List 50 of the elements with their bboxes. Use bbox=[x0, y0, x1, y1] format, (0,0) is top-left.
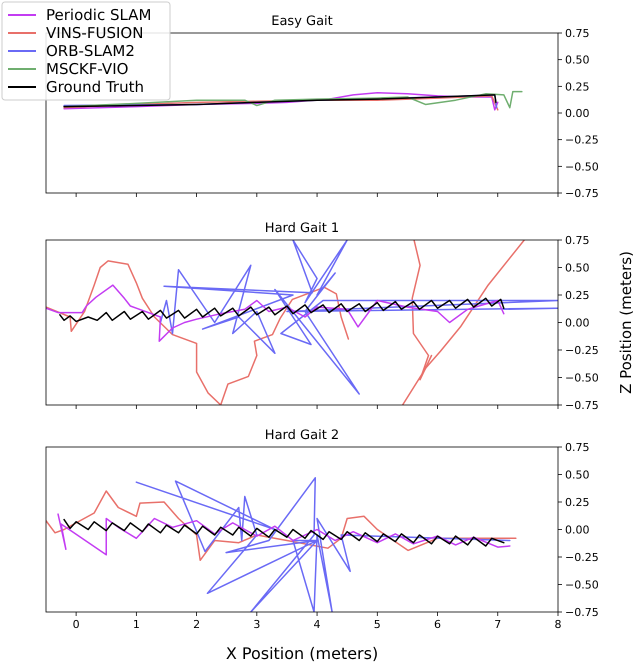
y-tick-label: −0.75 bbox=[565, 606, 599, 619]
line-series bbox=[59, 298, 505, 322]
chart-title: Hard Gait 1 bbox=[264, 221, 340, 236]
line-series bbox=[57, 513, 511, 556]
y-tick-label: 0.50 bbox=[565, 54, 590, 67]
x-tick-label: 0 bbox=[72, 618, 80, 631]
y-tick-label: −0.25 bbox=[565, 134, 599, 147]
x-tick-label: 2 bbox=[193, 618, 200, 631]
x-tick-label: 4 bbox=[314, 618, 321, 631]
line-series bbox=[46, 260, 350, 405]
y-tick-label: 0.25 bbox=[565, 80, 590, 94]
y-tick-label: 0.50 bbox=[565, 468, 590, 482]
line-series bbox=[63, 518, 505, 547]
legend-label: ORB-SLAM2 bbox=[46, 42, 135, 60]
y-tick-label: −0.50 bbox=[565, 578, 599, 592]
x-tick-label: 5 bbox=[374, 618, 381, 631]
y-tick-label: 0.25 bbox=[565, 289, 590, 302]
legend-label: Periodic SLAM bbox=[46, 6, 152, 24]
y-tick-label: 0.75 bbox=[565, 441, 590, 454]
x-tick-label: 8 bbox=[554, 618, 562, 631]
y-tick-label: −0.75 bbox=[565, 399, 599, 412]
y-tick-label: −0.50 bbox=[565, 160, 599, 174]
legend-label: VINS-FUSION bbox=[46, 24, 144, 42]
line-series bbox=[63, 90, 523, 108]
y-tick-label: 0.75 bbox=[565, 27, 590, 40]
chart-title: Hard Gait 2 bbox=[264, 428, 340, 443]
line-series bbox=[46, 490, 517, 562]
y-tick-label: 0.00 bbox=[565, 524, 590, 536]
line-series bbox=[136, 477, 511, 612]
y-tick-label: −0.25 bbox=[565, 551, 599, 564]
y-tick-label: 0.00 bbox=[565, 316, 590, 330]
y-tick-label: 0.00 bbox=[565, 107, 590, 120]
line-series bbox=[402, 240, 526, 405]
legend-label: Ground Truth bbox=[46, 78, 144, 96]
y-tick-label: −0.25 bbox=[565, 344, 599, 357]
y-tick-label: −0.75 bbox=[565, 187, 599, 200]
line-series bbox=[46, 284, 505, 342]
y-tick-label: 0.25 bbox=[565, 496, 590, 509]
x-axis-title: X Position (meters) bbox=[226, 644, 378, 663]
y-tick-label: 0.75 bbox=[565, 234, 590, 247]
x-tick-label: 3 bbox=[253, 618, 260, 631]
line-series bbox=[160, 240, 558, 395]
y-axis-title: Z Position (meters) bbox=[617, 251, 635, 394]
chart-title: Easy Gait bbox=[271, 14, 333, 29]
x-tick-label: 6 bbox=[434, 618, 442, 631]
y-tick-label: −0.50 bbox=[565, 372, 599, 384]
y-tick-label: 0.50 bbox=[565, 262, 590, 274]
x-tick-label: 7 bbox=[494, 618, 502, 631]
x-tick-label: 1 bbox=[132, 618, 140, 631]
legend-label: MSCKF-VIO bbox=[46, 60, 128, 78]
